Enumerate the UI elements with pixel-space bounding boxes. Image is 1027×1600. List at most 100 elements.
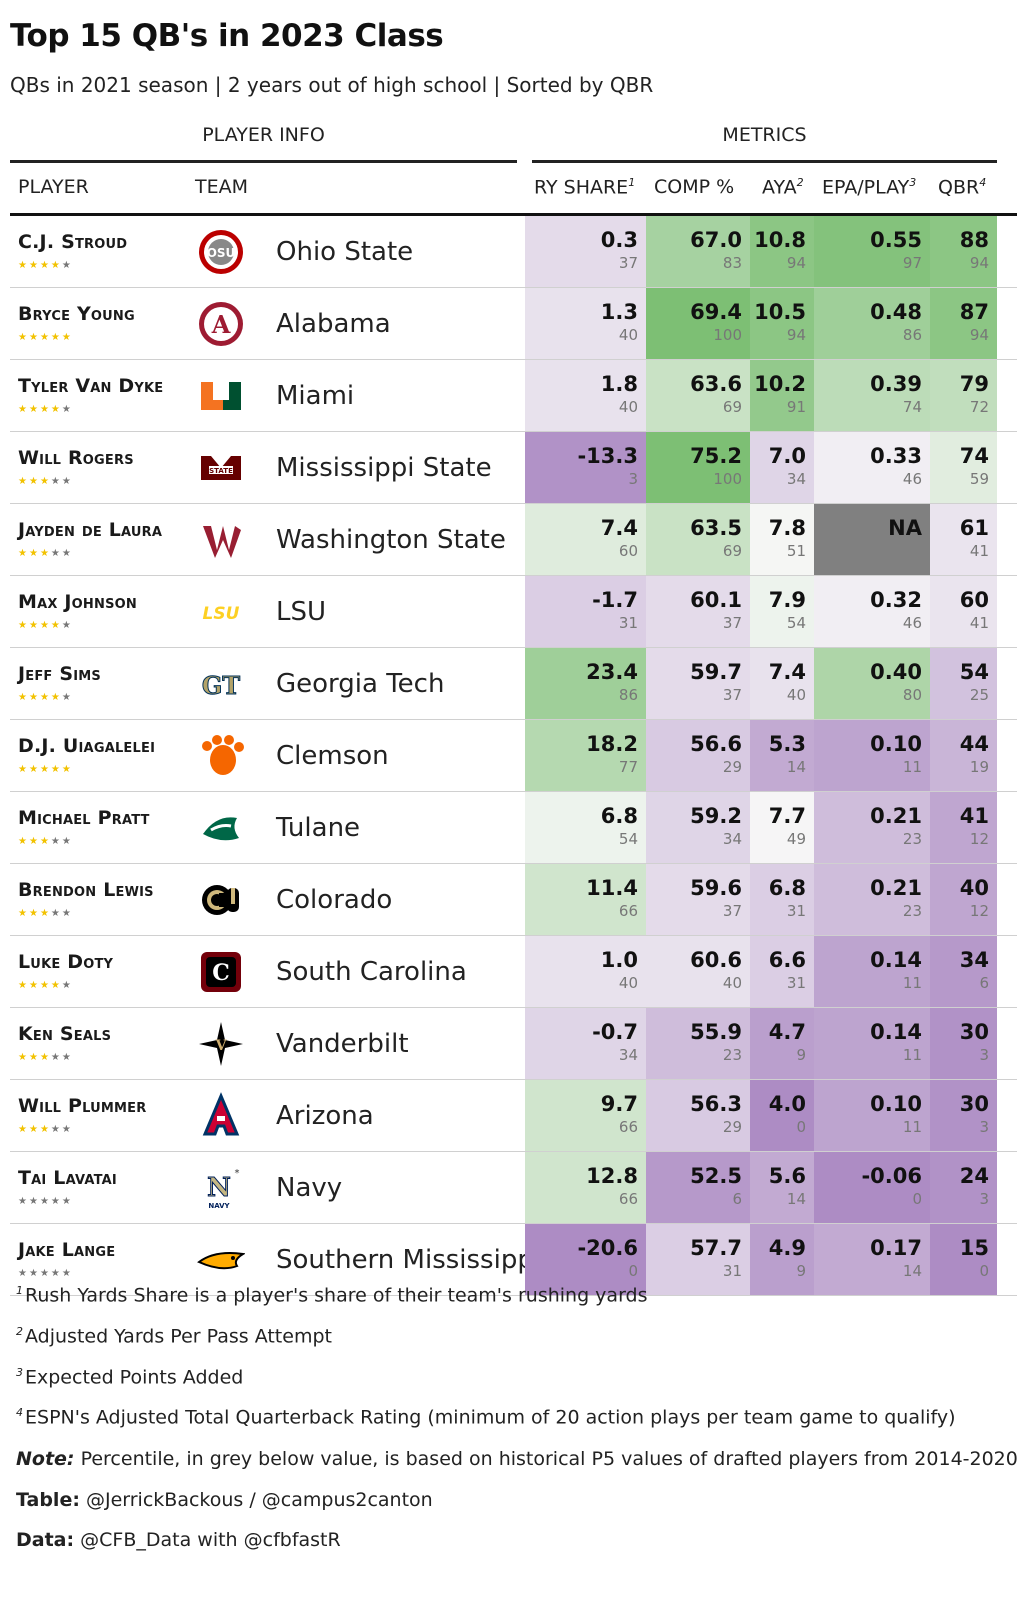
col-header-epa: EPA/PLAY3 xyxy=(822,176,916,198)
ohio-state-logo: OSU xyxy=(197,228,245,276)
epa-value: 0.14 xyxy=(870,948,922,972)
table-credit: Table: @JerrickBackous / @campus2canton xyxy=(16,1489,433,1511)
ry-value: 0.3 xyxy=(600,228,638,252)
comp-value: 59.6 xyxy=(690,876,742,900)
star-icon: ★ xyxy=(39,836,51,847)
star-icon: ★ xyxy=(18,908,29,919)
footnote-4-text: ESPN's Adjusted Total Quarterback Rating… xyxy=(25,1406,956,1429)
epa-value: 0.39 xyxy=(870,372,922,396)
qbr-percentile: 3 xyxy=(979,1046,989,1064)
ry-percentile: 66 xyxy=(618,1190,638,1208)
ry-cell: 1.8 40 xyxy=(525,360,646,431)
footnote-1-text: Rush Yards Share is a player's share of … xyxy=(25,1284,648,1307)
star-icon: ★ xyxy=(39,764,51,775)
star-icon: ★ xyxy=(28,332,40,343)
comp-percentile: 100 xyxy=(713,470,742,488)
player-name: Jake Lange xyxy=(18,1239,116,1261)
star-icon: ★ xyxy=(18,1196,29,1207)
ry-percentile: 0 xyxy=(628,1262,638,1280)
star-icon: ★ xyxy=(39,1052,51,1063)
ry-value: 12.8 xyxy=(586,1164,638,1188)
player-name: Brendon Lewis xyxy=(18,879,154,901)
star-icon: ★ xyxy=(28,260,40,271)
aya-percentile: 54 xyxy=(786,614,806,632)
table-row: Tyler Van Dyke ★★★★★ Miami 1.8 40 63.6 69 10.2 9… xyxy=(10,360,1017,432)
star-icon: ★ xyxy=(28,1124,40,1135)
comp-cell: 69.4 100 xyxy=(646,288,750,359)
aya-cell: 4.7 9 xyxy=(750,1008,814,1079)
recruit-stars: ★★★★★ xyxy=(18,548,73,559)
player-name: Max Johnson xyxy=(18,591,137,613)
player-name: Ken Seals xyxy=(18,1023,112,1045)
team-name: Navy xyxy=(276,1173,343,1203)
ry-value: 11.4 xyxy=(586,876,638,900)
qbr-value: 79 xyxy=(959,372,989,396)
ry-cell: 11.4 66 xyxy=(525,864,646,935)
table-row: D.J. Uiagalelei ★★★★★ Clemson 18.2 77 56.6 29 5… xyxy=(10,720,1017,792)
star-icon: ★ xyxy=(50,1052,62,1063)
star-icon: ★ xyxy=(61,764,73,775)
star-icon: ★ xyxy=(18,1124,29,1135)
col-header-comp: COMP % xyxy=(654,176,735,198)
recruit-stars: ★★★★★ xyxy=(18,1196,73,1207)
player-name: Michael Pratt xyxy=(18,807,150,829)
player-name: D.J. Uiagalelei xyxy=(18,735,156,757)
aya-cell: 4.0 0 xyxy=(750,1080,814,1151)
recruit-stars: ★★★★★ xyxy=(18,764,73,775)
comp-percentile: 37 xyxy=(722,686,742,704)
epa-cell: NA xyxy=(814,504,930,575)
star-icon: ★ xyxy=(50,1268,62,1279)
aya-cell: 5.3 14 xyxy=(750,720,814,791)
player-name: Will Rogers xyxy=(18,447,134,469)
team-name: Colorado xyxy=(276,885,393,915)
star-icon: ★ xyxy=(18,332,29,343)
aya-cell: 7.4 40 xyxy=(750,648,814,719)
colorado-logo xyxy=(197,876,245,924)
star-icon: ★ xyxy=(61,908,73,919)
svg-text:N: N xyxy=(207,1173,231,1203)
header-rule xyxy=(10,213,1017,216)
comp-percentile: 34 xyxy=(722,830,742,848)
star-icon: ★ xyxy=(50,332,62,343)
team-name: LSU xyxy=(276,597,327,627)
team-name: Arizona xyxy=(276,1101,374,1131)
recruit-stars: ★★★★★ xyxy=(18,620,73,631)
epa-percentile: 97 xyxy=(902,254,922,272)
qbr-value: 41 xyxy=(959,804,989,828)
qbr-value: 87 xyxy=(959,300,989,324)
star-icon: ★ xyxy=(39,620,51,631)
footnote-3-marker: 3 xyxy=(16,1366,23,1379)
ry-value: -20.6 xyxy=(577,1236,638,1260)
ry-value: 7.4 xyxy=(600,516,638,540)
table-title: Top 15 QB's in 2023 Class xyxy=(10,18,444,54)
ry-cell: 0.3 37 xyxy=(525,216,646,287)
qbr-cell: 88 94 xyxy=(930,216,997,287)
ry-percentile: 86 xyxy=(618,686,638,704)
qbr-value: 30 xyxy=(959,1020,989,1044)
epa-percentile: 86 xyxy=(902,326,922,344)
qbr-cell: 54 25 xyxy=(930,648,997,719)
ry-percentile: 66 xyxy=(618,902,638,920)
qbr-percentile: 19 xyxy=(969,758,989,776)
star-icon: ★ xyxy=(39,404,51,415)
aya-value: 10.8 xyxy=(754,228,806,252)
epa-value: 0.48 xyxy=(870,300,922,324)
table-row: Luke Doty ★★★★★ C South Carolina 1.0 40 60.6 40… xyxy=(10,936,1017,1008)
star-icon: ★ xyxy=(18,620,29,631)
ry-cell: 1.0 40 xyxy=(525,936,646,1007)
aya-percentile: 14 xyxy=(786,1190,806,1208)
note-label: Note: xyxy=(16,1448,75,1470)
aya-percentile: 40 xyxy=(786,686,806,704)
comp-cell: 57.7 31 xyxy=(646,1224,750,1295)
ry-cell: 1.3 40 xyxy=(525,288,646,359)
spanner-metrics: METRICS xyxy=(722,124,807,146)
player-name: Jeff Sims xyxy=(18,663,101,685)
comp-percentile: 29 xyxy=(722,1118,742,1136)
star-icon: ★ xyxy=(28,1052,40,1063)
star-icon: ★ xyxy=(28,404,40,415)
qbr-value: 60 xyxy=(959,588,989,612)
star-icon: ★ xyxy=(61,836,73,847)
qbr-percentile: 72 xyxy=(969,398,989,416)
qbr-percentile: 25 xyxy=(969,686,989,704)
epa-percentile: 80 xyxy=(902,686,922,704)
